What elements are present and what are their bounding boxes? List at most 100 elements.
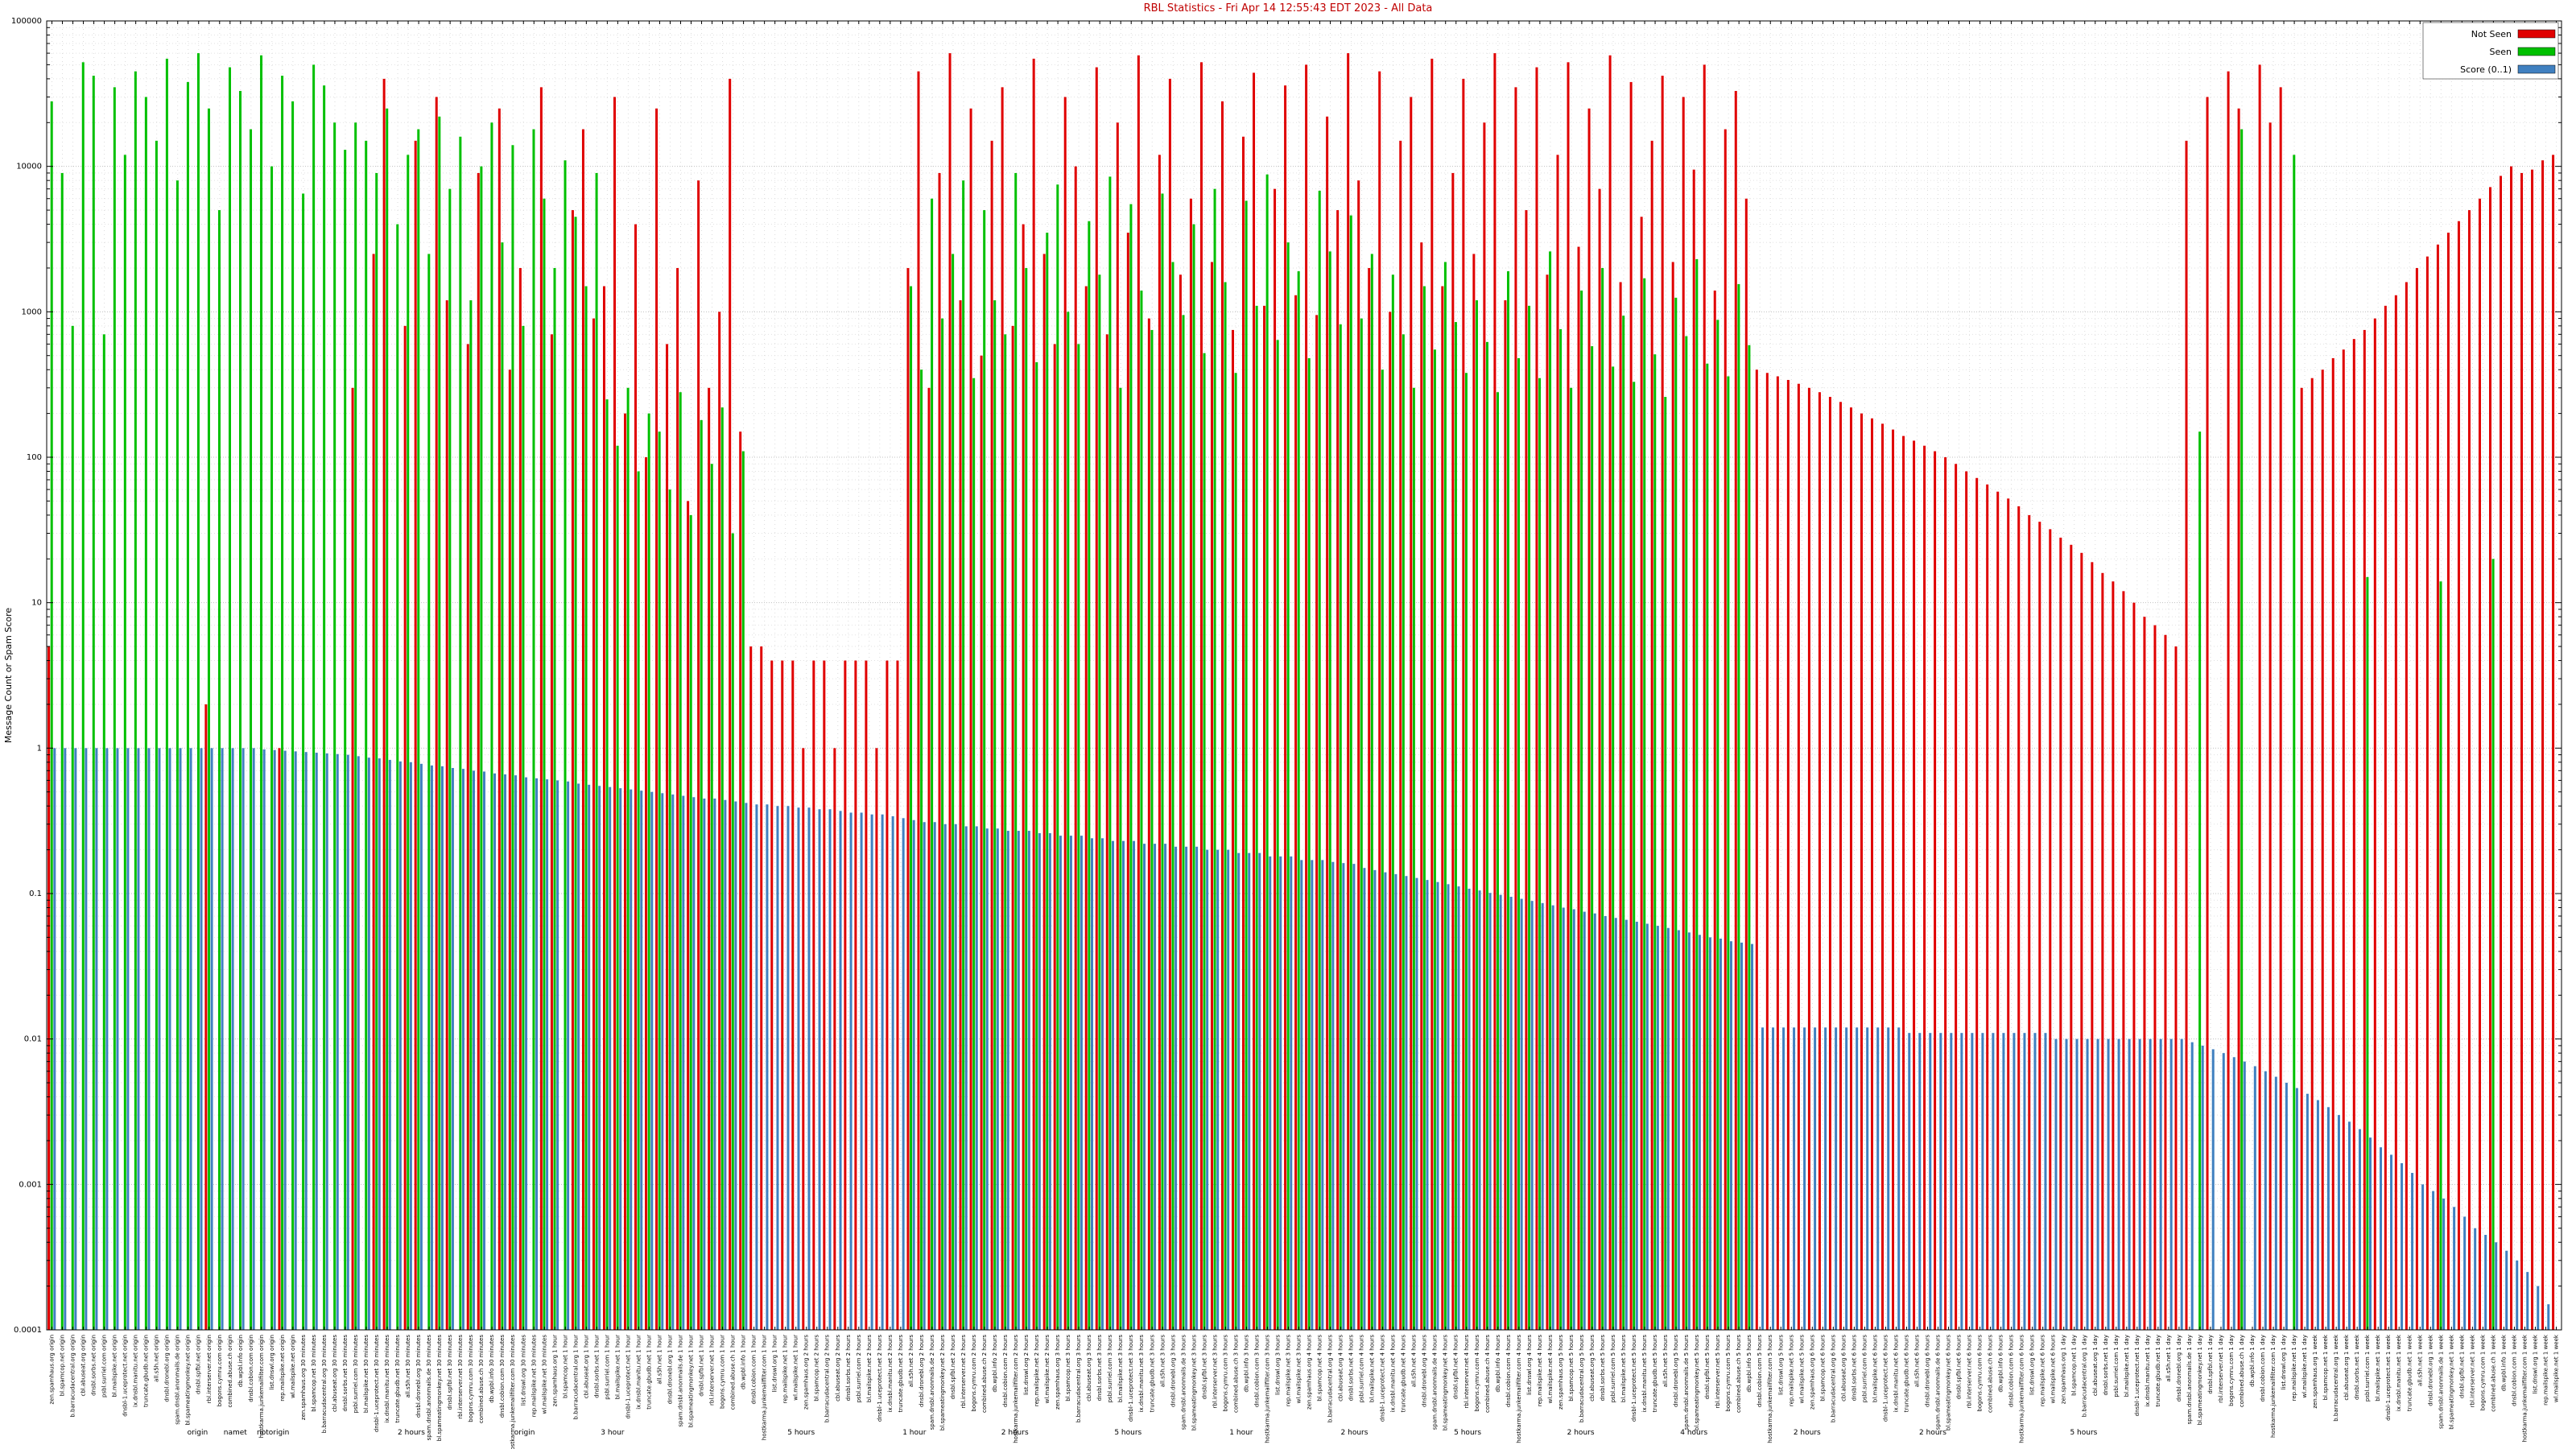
bar-not-seen xyxy=(47,646,51,1330)
bar-seen xyxy=(1161,193,1164,1331)
bar-score-0-1 xyxy=(2232,1057,2235,1330)
bar-score-0-1 xyxy=(294,751,297,1330)
bar-seen xyxy=(239,90,242,1331)
bar-score-0-1 xyxy=(776,806,779,1330)
bar-score-0-1 xyxy=(1206,849,1209,1330)
bar-score-0-1 xyxy=(1719,938,1722,1330)
bar-not-seen xyxy=(927,387,931,1330)
x-category-label: ix.dnsbl.manitu.net 3 hours xyxy=(1138,1335,1145,1413)
x-category-label: dnsbl.cobion.com 1 day xyxy=(2260,1335,2266,1402)
bar-not-seen xyxy=(917,71,920,1330)
bar-seen xyxy=(1737,283,1740,1331)
x-category-label: list.dnswl.org 2 hours xyxy=(1023,1335,1030,1395)
x-category-label: b.barracudacentral.org 5 hours xyxy=(1579,1335,1585,1422)
bar-score-0-1 xyxy=(179,748,182,1330)
x-category-label: wl.mailspike.net origin xyxy=(290,1335,296,1398)
x-category-label: hostkarma.junkemailfilter.com 1 hour xyxy=(762,1335,768,1440)
bar-seen xyxy=(312,64,316,1330)
bar-score-0-1 xyxy=(2169,1038,2173,1330)
x-category-label: db.wpbl.info 1 day xyxy=(2249,1335,2256,1387)
bar-score-0-1 xyxy=(2285,1083,2288,1330)
bar-seen xyxy=(1098,275,1101,1331)
bar-score-0-1 xyxy=(1154,844,1157,1330)
x-category-label: bl.spamcop.net 6 hours xyxy=(1819,1335,1826,1402)
y-tick-label: 0.001 xyxy=(19,1180,42,1189)
bar-not-seen xyxy=(1137,55,1140,1331)
bar-score-0-1 xyxy=(2096,1038,2099,1330)
bar-seen xyxy=(595,172,598,1331)
x-category-label: dnsbl.dronebl.org 30 minutes xyxy=(415,1335,422,1418)
x-category-label: bl.spamcop.net 5 hours xyxy=(1568,1335,1575,1402)
x-category-label: dnsbl.dronebl.org 1 week xyxy=(2427,1334,2434,1406)
bar-seen xyxy=(1255,305,1258,1330)
bar-not-seen xyxy=(1011,325,1014,1331)
x-category-label: all.s5h.net 1 hour xyxy=(656,1335,663,1385)
x-category-label: ix.dnsbl.manitu.net 2 hours xyxy=(887,1335,894,1413)
bar-score-0-1 xyxy=(1027,831,1030,1330)
series-not-seen xyxy=(47,53,2555,1331)
bar-seen xyxy=(270,166,274,1330)
bar-not-seen xyxy=(2373,318,2376,1331)
bar-not-seen xyxy=(2258,64,2261,1330)
bar-seen xyxy=(207,108,210,1330)
x-category-label: dnsbl.sorbs.net 4 hours xyxy=(1348,1335,1355,1402)
x-category-label: dnsbl.cobion.com 2 hours xyxy=(1002,1335,1009,1407)
x-category-label: db.wpbl.info 3 hours xyxy=(1243,1335,1249,1393)
bar-seen xyxy=(637,471,640,1330)
bar-not-seen xyxy=(760,646,763,1330)
bar-seen xyxy=(1119,387,1122,1330)
x-category-label: combined.abuse.ch origin xyxy=(227,1335,233,1408)
x-category-label: psbl.surriel.com 5 hours xyxy=(1610,1335,1616,1403)
bar-seen xyxy=(1234,373,1237,1330)
bar-score-0-1 xyxy=(1069,836,1072,1330)
bar-score-0-1 xyxy=(1876,1027,1880,1330)
secondary-axis-label: 5 hours xyxy=(2070,1429,2097,1437)
x-category-label: psbl.surriel.com 30 minutes xyxy=(353,1335,359,1414)
secondary-axis-label: 2 hours xyxy=(1567,1429,1595,1437)
bar-not-seen xyxy=(1682,97,1685,1331)
bar-not-seen xyxy=(1347,53,1350,1331)
bar-seen xyxy=(175,180,179,1331)
bar-seen xyxy=(323,85,326,1330)
bar-score-0-1 xyxy=(2264,1071,2267,1330)
bar-score-0-1 xyxy=(158,748,161,1330)
bar-score-0-1 xyxy=(1248,852,1251,1330)
x-category-label: rbl.interserver.net 4 hours xyxy=(1463,1335,1470,1409)
bar-seen xyxy=(741,451,745,1330)
x-category-label: cbl.abuseat.org 30 minutes xyxy=(332,1335,338,1412)
bar-seen xyxy=(626,387,630,1330)
bar-score-0-1 xyxy=(304,752,308,1330)
bar-not-seen xyxy=(1483,122,1486,1330)
x-category-label: zen.spamhaus.org origin xyxy=(49,1335,56,1405)
bar-score-0-1 xyxy=(1237,852,1241,1330)
bar-score-0-1 xyxy=(1488,893,1492,1330)
bar-not-seen xyxy=(2552,155,2555,1331)
axes: 100000 10000 1000 100 10 1 0.1 0.01 0.001 0.0001 xyxy=(11,17,2562,1335)
bar-score-0-1 xyxy=(189,748,192,1330)
bar-score-0-1 xyxy=(2107,1038,2110,1330)
bar-score-0-1 xyxy=(1478,890,1481,1330)
bar-score-0-1 xyxy=(147,748,151,1330)
bar-score-0-1 xyxy=(1960,1033,1963,1330)
bar-not-seen xyxy=(1032,58,1035,1330)
x-category-label: b.barracudacentral.org 6 hours xyxy=(1830,1335,1836,1422)
x-category-label: combined.abuse.ch 1 day xyxy=(2239,1335,2245,1407)
bar-seen xyxy=(2198,431,2202,1331)
bar-not-seen xyxy=(1116,122,1119,1330)
bar-score-0-1 xyxy=(398,761,402,1330)
bar-not-seen xyxy=(1095,67,1098,1331)
bar-score-0-1 xyxy=(1656,926,1659,1330)
bar-score-0-1 xyxy=(1530,901,1534,1330)
bar-seen xyxy=(993,300,997,1330)
x-category-label: bl.spameatingmonkey.net 30 minutes xyxy=(436,1335,443,1442)
bar-seen xyxy=(1035,361,1038,1330)
bar-not-seen xyxy=(2321,369,2324,1331)
bar-not-seen xyxy=(1305,64,1308,1330)
bar-score-0-1 xyxy=(902,818,905,1330)
bar-seen xyxy=(1664,397,1667,1330)
bar-not-seen xyxy=(2070,544,2073,1330)
x-category-label: bl.spameatingmonkey.net 1 day xyxy=(2197,1335,2203,1425)
bar-score-0-1 xyxy=(1373,869,1377,1330)
bar-not-seen xyxy=(1849,407,1852,1330)
bar-seen xyxy=(952,254,955,1331)
